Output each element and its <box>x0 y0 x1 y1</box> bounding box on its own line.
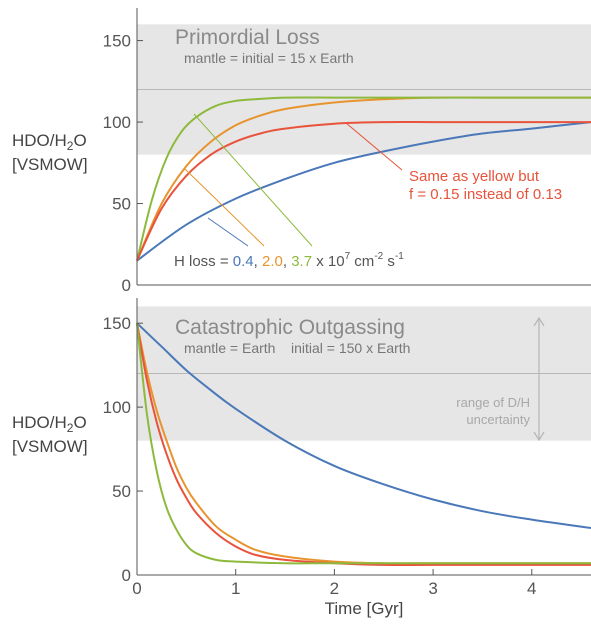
range-arrow-head-down <box>533 431 545 442</box>
top-panel-subtitle: mantle = initial = 15 x Earth <box>184 50 354 66</box>
range-label-line1: range of D/H <box>456 395 530 410</box>
top-y-tick-label: 50 <box>112 195 131 214</box>
bottom-y-tick-label: 0 <box>122 566 131 585</box>
bottom-y-ticks: 0 50 100 150 <box>103 314 143 585</box>
leader-orange <box>183 167 265 247</box>
annotation-h-loss: H loss = 0.4, 2.0, 3.7 x 107 cm-2 s-1 <box>174 251 404 270</box>
top-series-line-3 <box>136 120 591 262</box>
bottom-series-line-2 <box>136 323 591 567</box>
top-y-tick-label: 0 <box>122 276 131 295</box>
bottom-y-tick-label: 100 <box>103 398 131 417</box>
top-series-line-0 <box>136 121 591 262</box>
top-y-label-unit: [VSMOW] <box>12 155 88 174</box>
range-arrow-head-up <box>533 316 545 327</box>
leader-green <box>193 113 313 247</box>
bottom-y-tick-label: 150 <box>103 314 131 333</box>
bottom-y-label-unit: [VSMOW] <box>12 437 88 456</box>
range-arrow <box>533 316 545 442</box>
top-panel-title: Primordial Loss <box>175 26 320 49</box>
x-axis-label: Time [Gyr] <box>325 599 404 618</box>
leader-red <box>345 122 403 171</box>
bottom-series-line-0 <box>136 322 591 529</box>
bottom-series-line-3 <box>136 323 591 565</box>
bottom-x-tick-label: 1 <box>231 579 240 598</box>
leader-blue <box>207 217 249 247</box>
annotation-red-line2: f = 0.15 instead of 0.13 <box>409 186 562 203</box>
top-y-label: HDO/H2O <box>12 131 87 153</box>
bottom-panel-title: Catastrophic Outgassing <box>175 316 405 339</box>
bottom-panel-subtitle: mantle = Earth initial = 150 x Earth <box>184 340 410 356</box>
top-y-tick-label: 150 <box>103 32 131 51</box>
top-leader-lines <box>183 113 403 247</box>
bottom-x-tick-label: 2 <box>330 579 339 598</box>
bottom-x-tick-label: 0 <box>132 579 141 598</box>
bottom-x-tick-label: 4 <box>527 579 536 598</box>
top-series-group <box>136 96 591 262</box>
range-label-line2: uncertainty <box>466 412 530 427</box>
bottom-y-label: HDO/H2O <box>12 413 87 435</box>
annotation-red-line1: Same as yellow but <box>409 168 540 185</box>
top-y-ticks: 0 50 100 150 <box>103 32 143 295</box>
bottom-x-ticks: 0 1 2 3 4 <box>132 569 537 598</box>
top-panel: 0 50 100 150 Primordial Loss mantle = initi… <box>12 8 591 295</box>
bottom-y-tick-label: 50 <box>112 482 131 501</box>
bottom-x-tick-label: 3 <box>428 579 437 598</box>
top-series-line-2 <box>136 96 591 261</box>
top-y-tick-label: 100 <box>103 113 131 132</box>
bottom-series-group <box>136 322 591 567</box>
